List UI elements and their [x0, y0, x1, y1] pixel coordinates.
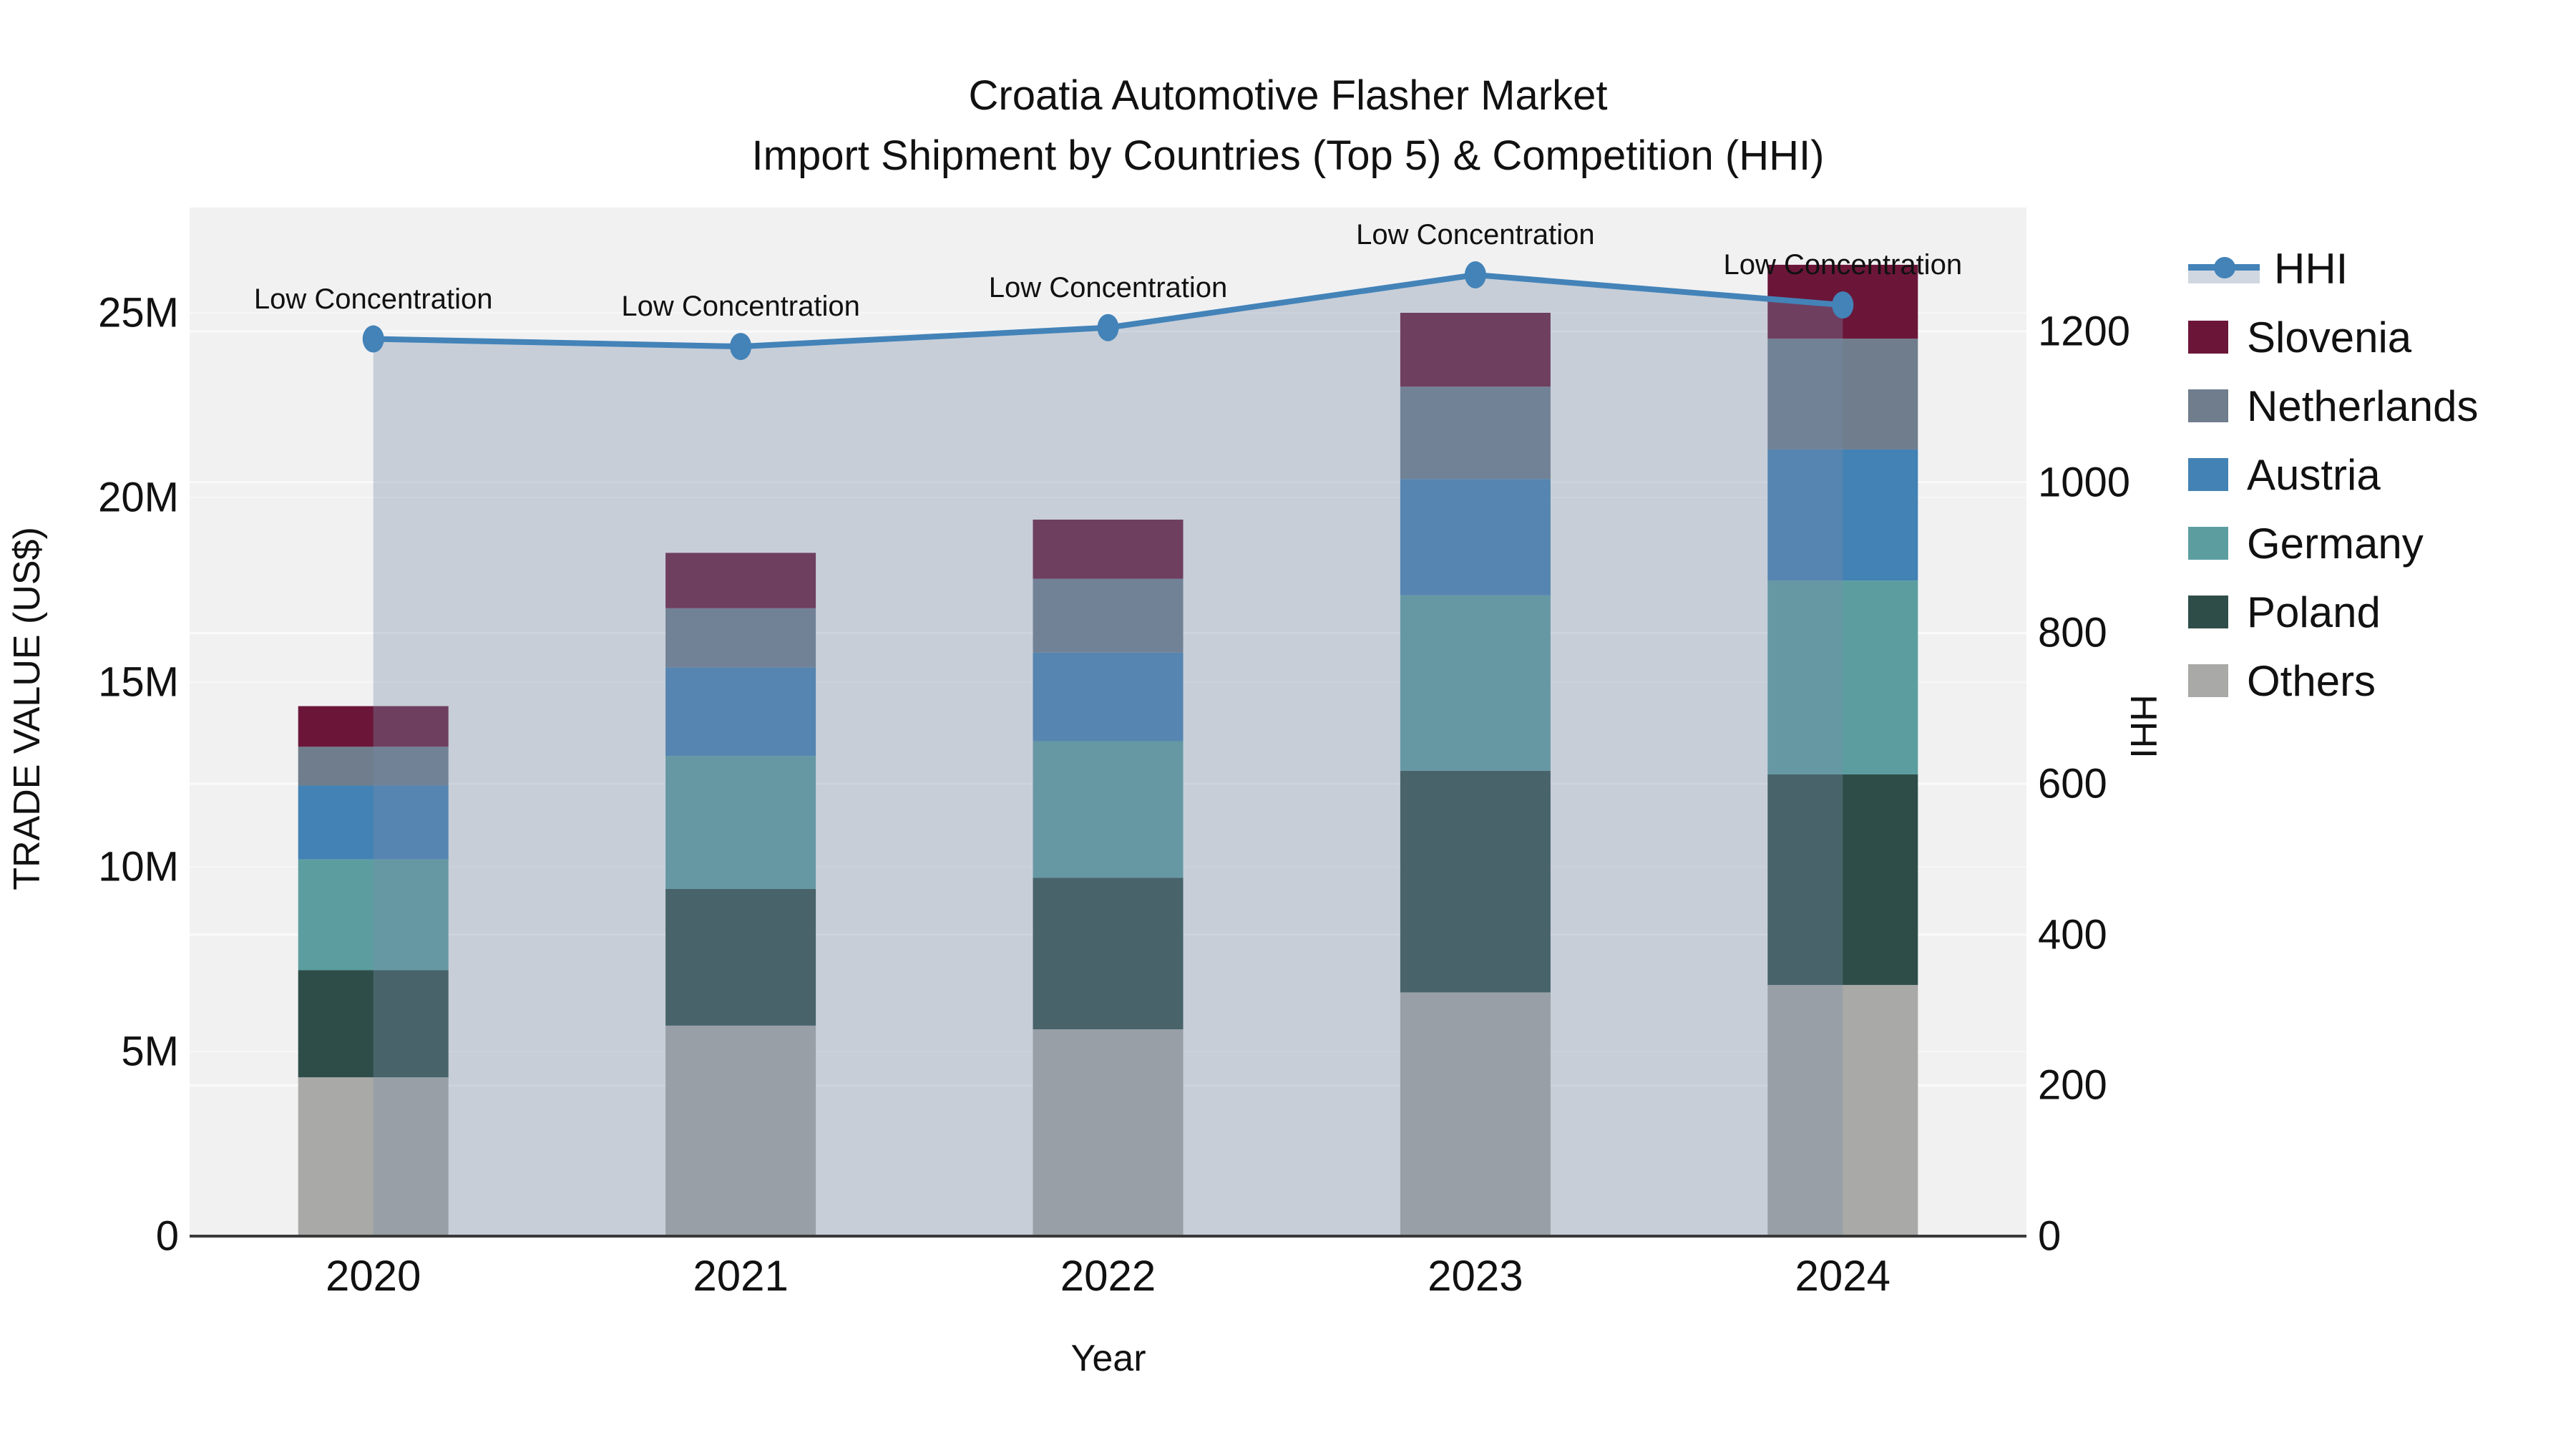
annotation-2022: Low Concentration [988, 271, 1228, 303]
y-axis-left-title: TRADE VALUE (US$) [6, 527, 48, 890]
y-axis-right-title: HHI [2122, 694, 2164, 759]
y-left-tick-10M: 10M [98, 843, 179, 890]
hhi-marker-2022 [1097, 314, 1119, 341]
legend-label-germany: Germany [2247, 519, 2424, 568]
y-left-tick-20M: 20M [98, 474, 179, 521]
annotation-2024: Low Concentration [1723, 249, 1963, 281]
bar-poland-2020 [298, 970, 449, 1078]
hhi-marker-2024 [1832, 291, 1854, 319]
bar-others-2020 [298, 1077, 449, 1236]
legend-item-slovenia[interactable]: Slovenia [2188, 305, 2411, 369]
bar-netherlands-2022 [1033, 578, 1184, 653]
legend-label-others: Others [2247, 656, 2376, 705]
y-right-tick-1000: 1000 [2038, 459, 2131, 506]
y-left-tick-15M: 15M [98, 659, 179, 706]
legend-item-poland[interactable]: Poland [2188, 580, 2381, 644]
bar-slovenia-2022 [1033, 519, 1184, 579]
bar-slovenia-2023 [1400, 313, 1551, 387]
bar-austria-2024 [1767, 449, 1918, 581]
y-left-tick-25M: 25M [98, 289, 179, 336]
bar-netherlands-2020 [298, 747, 449, 786]
hhi-area-fill [373, 275, 1843, 1236]
bar-others-2022 [1033, 1029, 1184, 1236]
y-left-tick-0: 0 [155, 1213, 179, 1260]
bar-poland-2023 [1400, 770, 1551, 993]
legend-label-netherlands: Netherlands [2247, 382, 2479, 430]
legend-item-netherlands[interactable]: Netherlands [2188, 374, 2479, 438]
bar-austria-2021 [665, 667, 816, 757]
x-axis-title: Year [1070, 1338, 1146, 1379]
y-right-tick-1200: 1200 [2038, 308, 2131, 355]
bar-slovenia-2020 [298, 706, 449, 747]
legend-label-slovenia: Slovenia [2247, 313, 2412, 361]
x-tick-2021: 2021 [693, 1252, 789, 1300]
bar-germany-2022 [1033, 741, 1184, 878]
annotation-2020: Low Concentration [253, 283, 493, 315]
chart-title-line1: Croatia Automotive Flasher Market [968, 72, 1608, 119]
bar-poland-2024 [1767, 774, 1918, 986]
bar-slovenia-2021 [665, 553, 816, 608]
annotation-2021: Low Concentration [621, 291, 860, 323]
bar-others-2021 [665, 1025, 816, 1236]
x-tick-2023: 2023 [1428, 1252, 1523, 1300]
bar-netherlands-2023 [1400, 387, 1551, 480]
y-left-tick-5M: 5M [121, 1028, 179, 1075]
legend-label-poland: Poland [2247, 588, 2381, 636]
chart-title: Croatia Automotive Flasher Market Import… [0, 66, 2576, 186]
hhi-marker-dot-icon [2214, 257, 2235, 278]
legend-swatch-germany [2188, 527, 2228, 560]
y-right-tick-400: 400 [2038, 911, 2107, 958]
bar-poland-2022 [1033, 878, 1184, 1030]
bar-germany-2021 [665, 756, 816, 889]
x-tick-2024: 2024 [1795, 1252, 1891, 1300]
legend-label-austria: Austria [2247, 450, 2381, 499]
hhi-marker-2023 [1464, 261, 1486, 288]
y-right-tick-0: 0 [2038, 1213, 2062, 1260]
bar-austria-2022 [1033, 652, 1184, 742]
legend-swatch-poland [2188, 596, 2228, 628]
bar-germany-2024 [1767, 580, 1918, 774]
legend-label-hhi: HHI [2274, 244, 2348, 293]
bar-germany-2020 [298, 859, 449, 971]
y-right-tick-600: 600 [2038, 760, 2107, 807]
legend-item-hhi[interactable]: HHI [2188, 236, 2348, 301]
chart-title-line2: Import Shipment by Countries (Top 5) & C… [751, 132, 1825, 179]
hhi-marker-2020 [362, 325, 384, 353]
bar-others-2023 [1400, 992, 1551, 1236]
legend-swatch-austria [2188, 458, 2228, 491]
bar-others-2024 [1767, 985, 1918, 1236]
x-tick-2022: 2022 [1060, 1252, 1156, 1300]
hhi-line-icon [2188, 252, 2260, 285]
legend-item-germany[interactable]: Germany [2188, 511, 2424, 575]
bar-germany-2023 [1400, 595, 1551, 771]
legend-item-austria[interactable]: Austria [2188, 442, 2381, 507]
legend-item-others[interactable]: Others [2188, 648, 2376, 713]
hhi-marker-2021 [730, 333, 752, 361]
legend-swatch-slovenia [2188, 321, 2228, 354]
bar-poland-2021 [665, 888, 816, 1026]
y-right-tick-800: 800 [2038, 609, 2107, 656]
bar-austria-2023 [1400, 479, 1551, 596]
x-tick-2020: 2020 [325, 1252, 421, 1300]
y-right-tick-200: 200 [2038, 1061, 2107, 1109]
annotation-2023: Low Concentration [1356, 219, 1595, 251]
bar-netherlands-2021 [665, 608, 816, 668]
legend-swatch-others [2188, 664, 2228, 697]
bar-netherlands-2024 [1767, 339, 1918, 449]
bar-austria-2020 [298, 785, 449, 860]
legend-swatch-netherlands [2188, 389, 2228, 422]
